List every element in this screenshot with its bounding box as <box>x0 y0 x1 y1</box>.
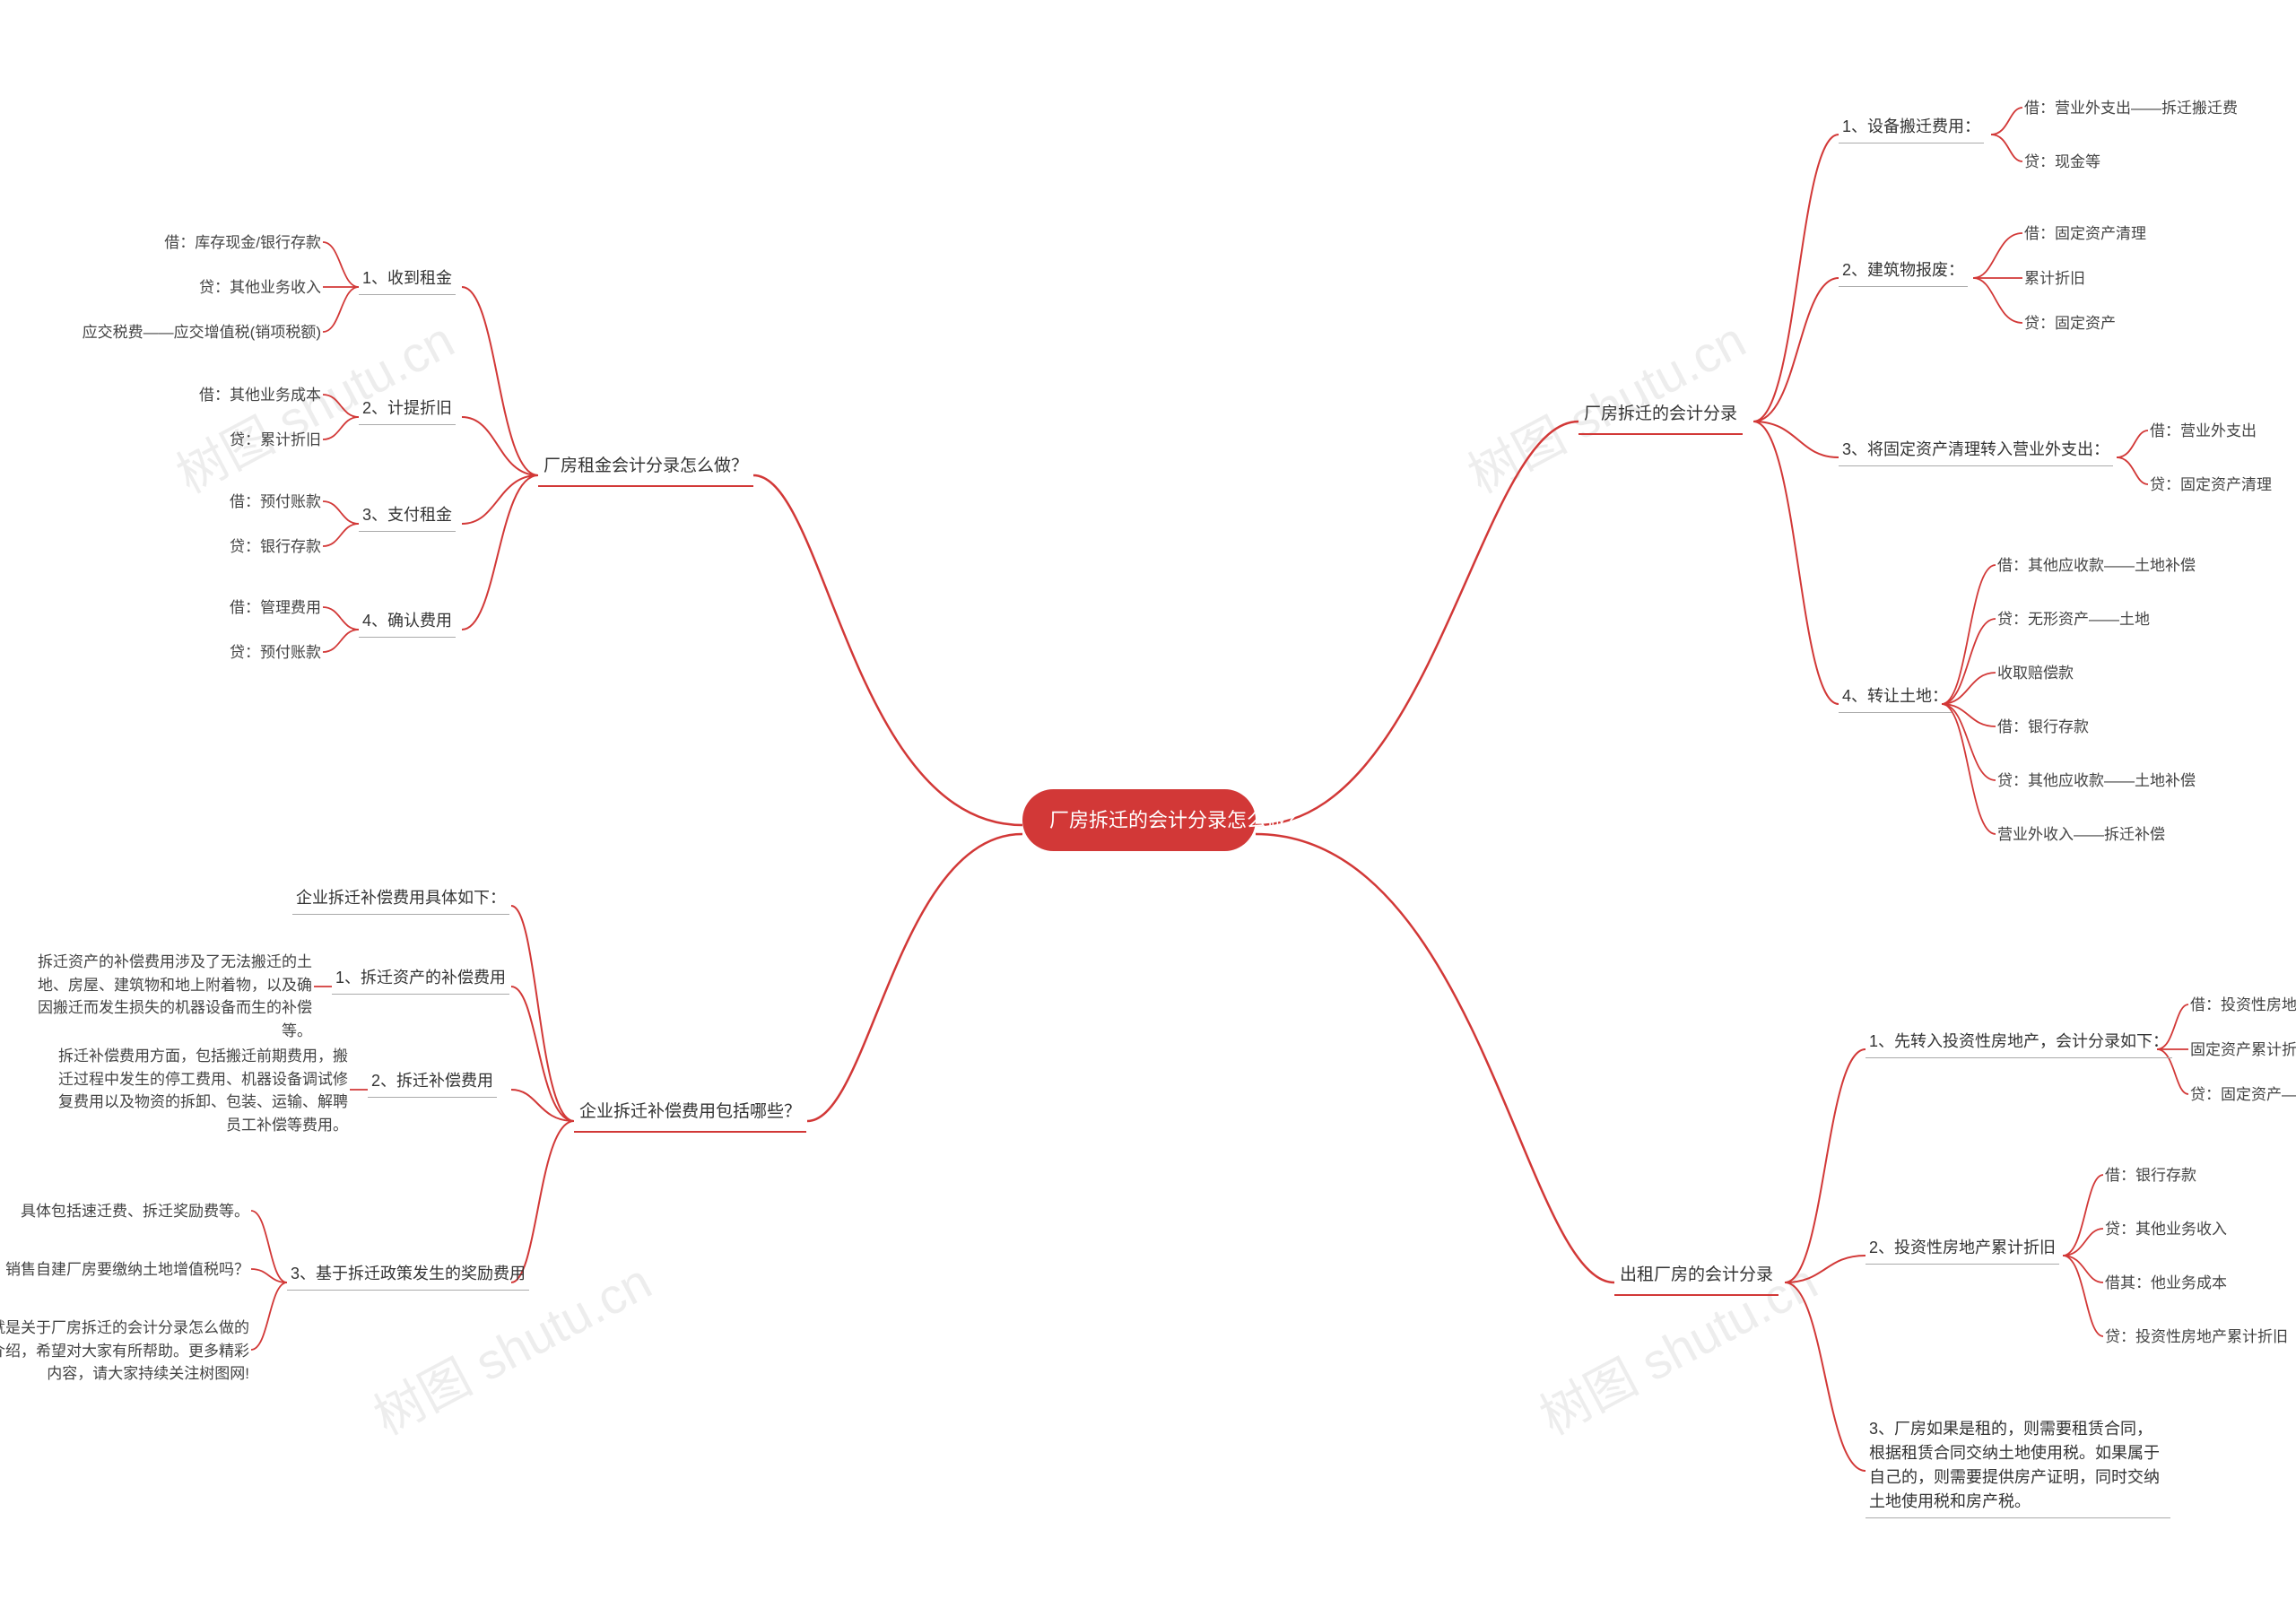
r-b2-n1[interactable]: 1、先转入投资性房地产，会计分录如下： <box>1866 1030 2172 1058</box>
r-b2-n2-l0: 借：银行存款 <box>2103 1164 2198 1189</box>
r-b1-n3-l1: 贷：固定资产清理 <box>2148 474 2274 499</box>
r-b2-n3[interactable]: 3、厂房如果是租的，则需要租赁合同，根据租赁合同交纳土地使用税。如果属于自己的，… <box>1866 1417 2170 1518</box>
branch-left-1[interactable]: 厂房租金会计分录怎么做？ <box>538 454 753 487</box>
l-b1-n4[interactable]: 4、确认费用 <box>359 609 456 638</box>
r-b1-n4-l5: 营业外收入——拆迁补偿 <box>1996 823 2167 848</box>
r-b1-n3[interactable]: 3、将固定资产清理转入营业外支出： <box>1839 438 2113 466</box>
r-b1-n4-l2: 收取赔偿款 <box>1996 662 2075 687</box>
l-b2-n2-detail: 拆迁补偿费用方面，包括搬迁前期费用，搬迁过程中发生的停工费用、机器设备调试修复费… <box>54 1045 350 1138</box>
r-b2-n2-l3: 贷：投资性房地产累计折旧 <box>2103 1326 2290 1351</box>
l-b1-n4-l0: 借：管理费用 <box>228 596 323 622</box>
r-b1-n4-l0: 借：其他应收款——土地补偿 <box>1996 554 2197 579</box>
l-b2-n2[interactable]: 2、拆迁补偿费用 <box>368 1069 497 1098</box>
r-b1-n4-l3: 借：银行存款 <box>1996 716 2091 741</box>
root-node[interactable]: 厂房拆迁的会计分录怎么做？ <box>1022 789 1256 851</box>
l-b1-n1-l2: 应交税费——应交增值税(销项税额) <box>81 321 323 346</box>
r-b1-n3-l0: 借：营业外支出 <box>2148 420 2258 445</box>
l-b1-n3-l0: 借：预付账款 <box>228 491 323 516</box>
r-b1-n1-l1: 贷：现金等 <box>2022 151 2102 176</box>
r-b2-n1-l2: 贷：固定资产——原值 <box>2188 1083 2296 1108</box>
l-b1-n2-l1: 贷：累计折旧 <box>228 429 323 454</box>
r-b1-n4-l4: 贷：其他应收款——土地补偿 <box>1996 769 2197 795</box>
r-b2-n1-l1: 固定资产累计折旧 <box>2188 1039 2296 1064</box>
r-b2-n1-l0: 借：投资性房地产 <box>2188 994 2296 1019</box>
l-b2-n1[interactable]: 1、拆迁资产的补偿费用 <box>332 966 509 995</box>
l-b2-n3-d0: 具体包括速迁费、拆迁奖励费等。 <box>19 1200 251 1225</box>
l-b1-n2[interactable]: 2、计提折旧 <box>359 396 456 425</box>
r-b2-n2[interactable]: 2、投资性房地产累计折旧 <box>1866 1236 2059 1265</box>
branch-right-2[interactable]: 出租厂房的会计分录 <box>1614 1263 1779 1296</box>
r-b1-n2-l1: 累计折旧 <box>2022 267 2087 292</box>
r-b1-n2-l0: 借：固定资产清理 <box>2022 222 2148 248</box>
l-b1-n1[interactable]: 1、收到租金 <box>359 266 456 295</box>
l-b2-n3[interactable]: 3、基于拆迁政策发生的奖励费用 <box>287 1262 529 1291</box>
r-b1-n4[interactable]: 4、转让土地： <box>1839 684 1952 713</box>
l-b2-n1-detail: 拆迁资产的补偿费用涉及了无法搬迁的土地、房屋、建筑物和地上附着物，以及确因搬迁而… <box>27 951 314 1044</box>
r-b1-n4-l1: 贷：无形资产——土地 <box>1996 608 2152 633</box>
branch-right-1[interactable]: 厂房拆迁的会计分录 <box>1578 402 1743 435</box>
branch-left-2[interactable]: 企业拆迁补偿费用包括哪些？ <box>574 1100 806 1133</box>
r-b2-n2-l1: 贷：其他业务收入 <box>2103 1218 2229 1243</box>
r-b1-n2-l2: 贷：固定资产 <box>2022 312 2118 337</box>
r-b1-n1-l0: 借：营业外支出——拆迁搬迁费 <box>2022 97 2239 122</box>
l-b1-n3-l1: 贷：银行存款 <box>228 535 323 561</box>
l-b1-n1-l0: 借：库存现金/银行存款 <box>162 231 323 256</box>
l-b1-n2-l0: 借：其他业务成本 <box>197 384 323 409</box>
r-b2-n2-l2: 借其：他业务成本 <box>2103 1272 2229 1297</box>
l-b1-n4-l1: 贷：预付账款 <box>228 641 323 666</box>
r-b1-n1[interactable]: 1、设备搬迁费用： <box>1839 115 1984 143</box>
l-b1-n3[interactable]: 3、支付租金 <box>359 503 456 532</box>
l-b2-intro: 企业拆迁补偿费用具体如下： <box>292 886 509 915</box>
l-b1-n1-l1: 贷：其他业务收入 <box>197 276 323 301</box>
l-b2-n3-d1: 销售自建厂房要缴纳土地增值税吗？ <box>4 1258 251 1283</box>
l-b2-n3-d2: 以上就是关于厂房拆迁的会计分录怎么做的全部介绍，希望对大家有所帮助。更多精彩内容… <box>0 1317 251 1387</box>
r-b1-n2[interactable]: 2、建筑物报废： <box>1839 258 1968 287</box>
